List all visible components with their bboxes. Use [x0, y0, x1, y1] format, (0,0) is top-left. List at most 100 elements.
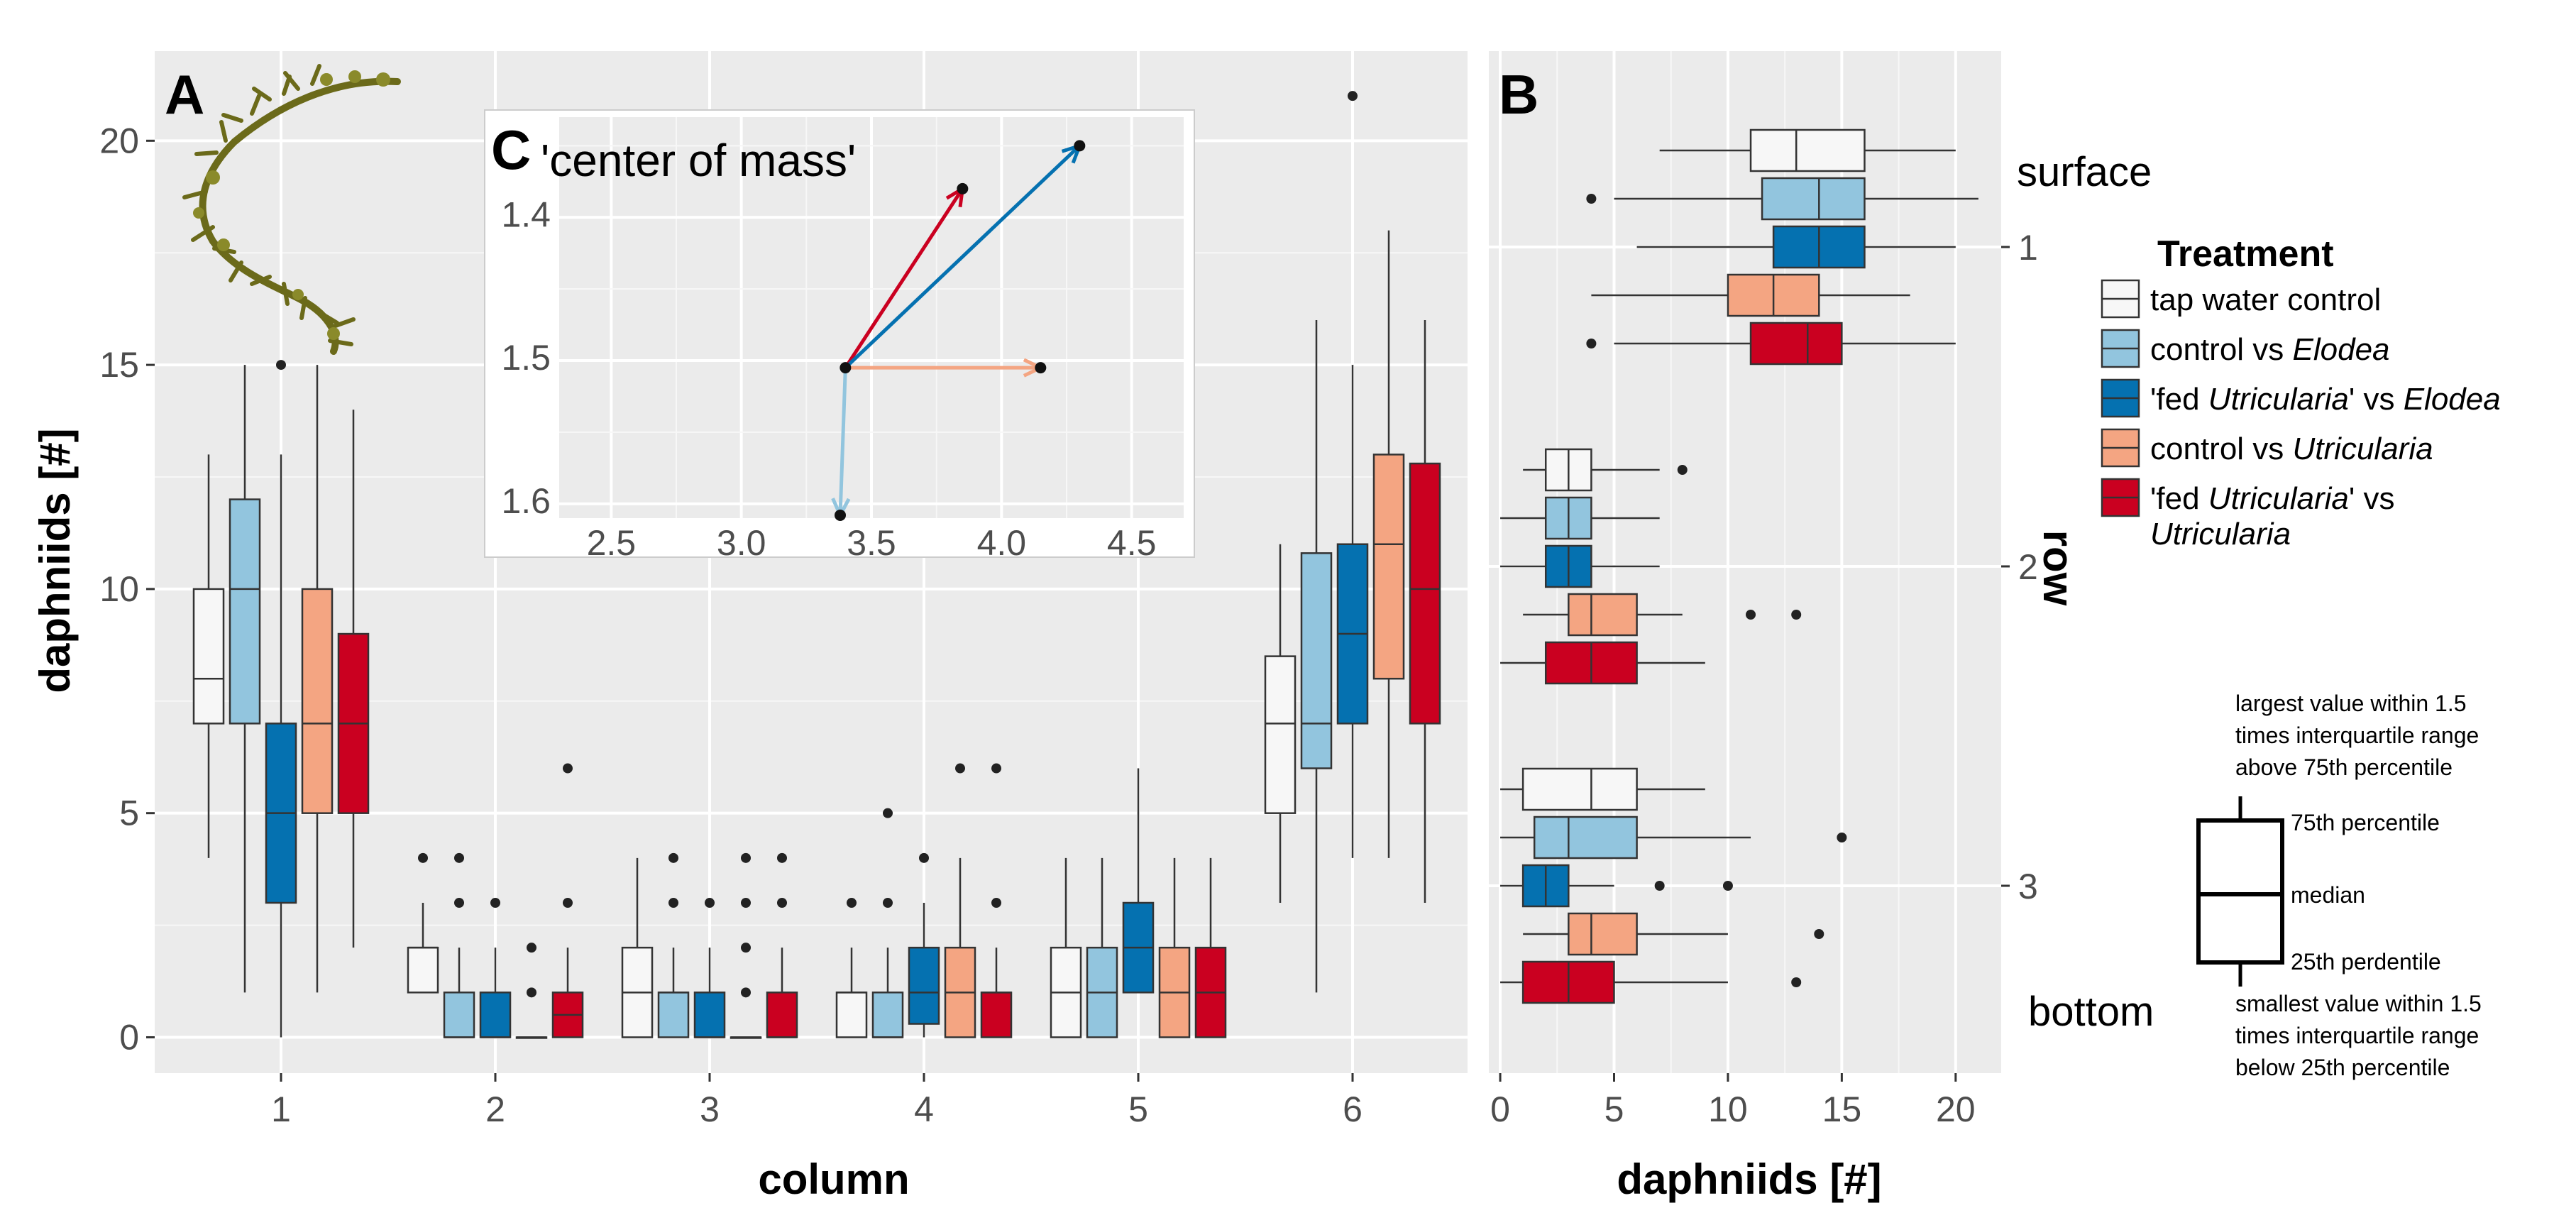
panel-a-x-axis-title: column	[758, 1155, 909, 1203]
legend: Treatment tap water control control vs El…	[2102, 234, 2501, 551]
key-box	[2198, 820, 2282, 962]
key-bottom-line3: below 25th percentile	[2235, 1055, 2450, 1080]
legend-label-part: 'fed	[2150, 481, 2208, 516]
panel-a-outlier-point	[454, 898, 464, 908]
panel-c-x-tick-label: 3.0	[717, 523, 766, 563]
panel-b-box	[1751, 323, 1842, 364]
key-median-label: median	[2291, 882, 2365, 908]
panel-c-y-tick-label: 1.6	[501, 481, 551, 521]
panel-b-outlier-point	[1791, 610, 1801, 620]
panel-c-y-tick-label: 1.5	[501, 338, 551, 378]
panel-b-y-axis-title: row	[2035, 530, 2082, 606]
legend-label: control vs Elodea	[2150, 332, 2390, 367]
legend-label-part: control vs	[2150, 332, 2293, 367]
panel-a-outlier-point	[527, 943, 536, 952]
panel-b-outlier-point	[1791, 977, 1801, 987]
panel-a-outlier-point	[777, 853, 787, 863]
panel-b-outlier-point	[1746, 610, 1756, 620]
panel-a-box	[695, 992, 725, 1037]
panel-c-endpoint	[1074, 140, 1085, 151]
legend-label-part: Utricularia	[2293, 432, 2433, 466]
panel-c-letter: C	[491, 119, 531, 181]
panel-a-outlier-point	[490, 898, 500, 908]
panel-a-box	[659, 992, 688, 1037]
panel-a-box	[408, 948, 438, 992]
panel-b-outlier-point	[1655, 881, 1665, 891]
panel-a-box	[444, 992, 474, 1037]
panel-c-x-tick-label: 4.5	[1107, 523, 1157, 563]
panel-c-x-tick-label: 4.0	[977, 523, 1027, 563]
panel-c-origin-point	[840, 362, 851, 373]
panel-a-outlier-point	[563, 898, 573, 908]
panel-a-y-tick-label: 15	[99, 345, 139, 385]
panel-a-box	[837, 992, 866, 1037]
panel-a-outlier-point	[883, 808, 893, 818]
panel-a-outlier-point	[777, 898, 787, 908]
legend-label-part: Elodea	[2404, 382, 2501, 417]
panel-b-x-axis-title: daphniids [#]	[1617, 1155, 1881, 1203]
panel-a-box	[981, 992, 1011, 1037]
panel-a-outlier-point	[741, 943, 751, 952]
panel-a-outlier-point	[418, 853, 428, 863]
panel-a-x-tick-label: 3	[700, 1089, 720, 1129]
panel-b-box	[1751, 130, 1864, 171]
panel-c-x-tick-label: 2.5	[587, 523, 637, 563]
panel-a-box	[1410, 463, 1440, 723]
panel-a-outlier-point	[1348, 91, 1358, 101]
legend-label-part: control vs	[2150, 432, 2293, 466]
panel-b-x-ticks: 05101520	[1490, 1073, 1975, 1129]
panel-a-outlier-point	[883, 898, 893, 908]
legend-title: Treatment	[2157, 234, 2334, 275]
panel-a-outlier-point	[741, 898, 751, 908]
legend-label-part: 'fed	[2150, 382, 2208, 417]
panel-b-letter: B	[1499, 63, 1539, 126]
panel-a-x-tick-label: 1	[271, 1089, 291, 1129]
panel-a-outlier-point	[919, 853, 929, 863]
panel-a-y-tick-label: 20	[99, 121, 139, 160]
panel-b-box	[1568, 913, 1636, 955]
panel-c-title: 'center of mass'	[541, 135, 856, 186]
boxplot-key: largest value within 1.5 times interquar…	[2198, 691, 2482, 1080]
panel-a-box	[1301, 553, 1331, 768]
panel-a-outlier-point	[991, 764, 1001, 774]
panel-a-outlier-point	[741, 853, 751, 863]
panel-b-box	[1523, 769, 1636, 810]
panel-b-outlier-point	[1586, 339, 1596, 348]
row-label-bottom: bottom	[2028, 989, 2154, 1035]
key-top-line2: times interquartile range	[2235, 723, 2479, 748]
panel-a-outlier-point	[847, 898, 857, 908]
panel-b-outlier-point	[1837, 833, 1846, 842]
panel-b-x-tick-label: 15	[1822, 1089, 1862, 1129]
panel-b-x-tick-label: 20	[1936, 1089, 1976, 1129]
legend-label: 'fed Utricularia' vs Elodea	[2150, 382, 2501, 417]
panel-c-y-tick-label: 1.4	[501, 194, 551, 234]
panel-a-y-tick-label: 0	[119, 1017, 139, 1057]
key-q1-label: 25th perdentile	[2291, 949, 2441, 974]
panel-b-y-tick-label: 1	[2018, 228, 2038, 268]
panel-a-outlier-point	[668, 853, 678, 863]
legend-label-line2: Utricularia	[2150, 517, 2291, 551]
panel-a-outlier-point	[741, 987, 751, 997]
panel-a-outlier-point	[668, 898, 678, 908]
panel-a: 05101520 123456 column daphniids [#] A 2…	[31, 51, 1468, 1203]
panel-a-box	[767, 992, 797, 1037]
legend-label-part: ' vs	[2349, 481, 2395, 516]
legend-label-part: tap water control	[2150, 282, 2381, 317]
panel-a-outlier-point	[527, 987, 536, 997]
panel-b-outlier-point	[1723, 881, 1733, 891]
row-label-surface: surface	[2017, 149, 2152, 195]
panel-a-y-tick-label: 5	[119, 794, 139, 833]
panel-a-box	[1265, 657, 1295, 813]
panel-a-outlier-point	[276, 360, 286, 370]
legend-label: control vs Utricularia	[2150, 432, 2433, 466]
panel-b-box	[1568, 594, 1636, 635]
panel-a-y-ticks: 05101520	[99, 121, 155, 1057]
panel-b-outlier-point	[1678, 465, 1688, 475]
legend-label-part: Elodea	[2293, 332, 2390, 367]
panel-a-outlier-point	[705, 898, 715, 908]
legend-label: tap water control	[2150, 282, 2381, 317]
panel-b-outlier-point	[1586, 194, 1596, 204]
key-top-line1: largest value within 1.5	[2235, 691, 2467, 716]
panel-a-box	[194, 589, 224, 723]
